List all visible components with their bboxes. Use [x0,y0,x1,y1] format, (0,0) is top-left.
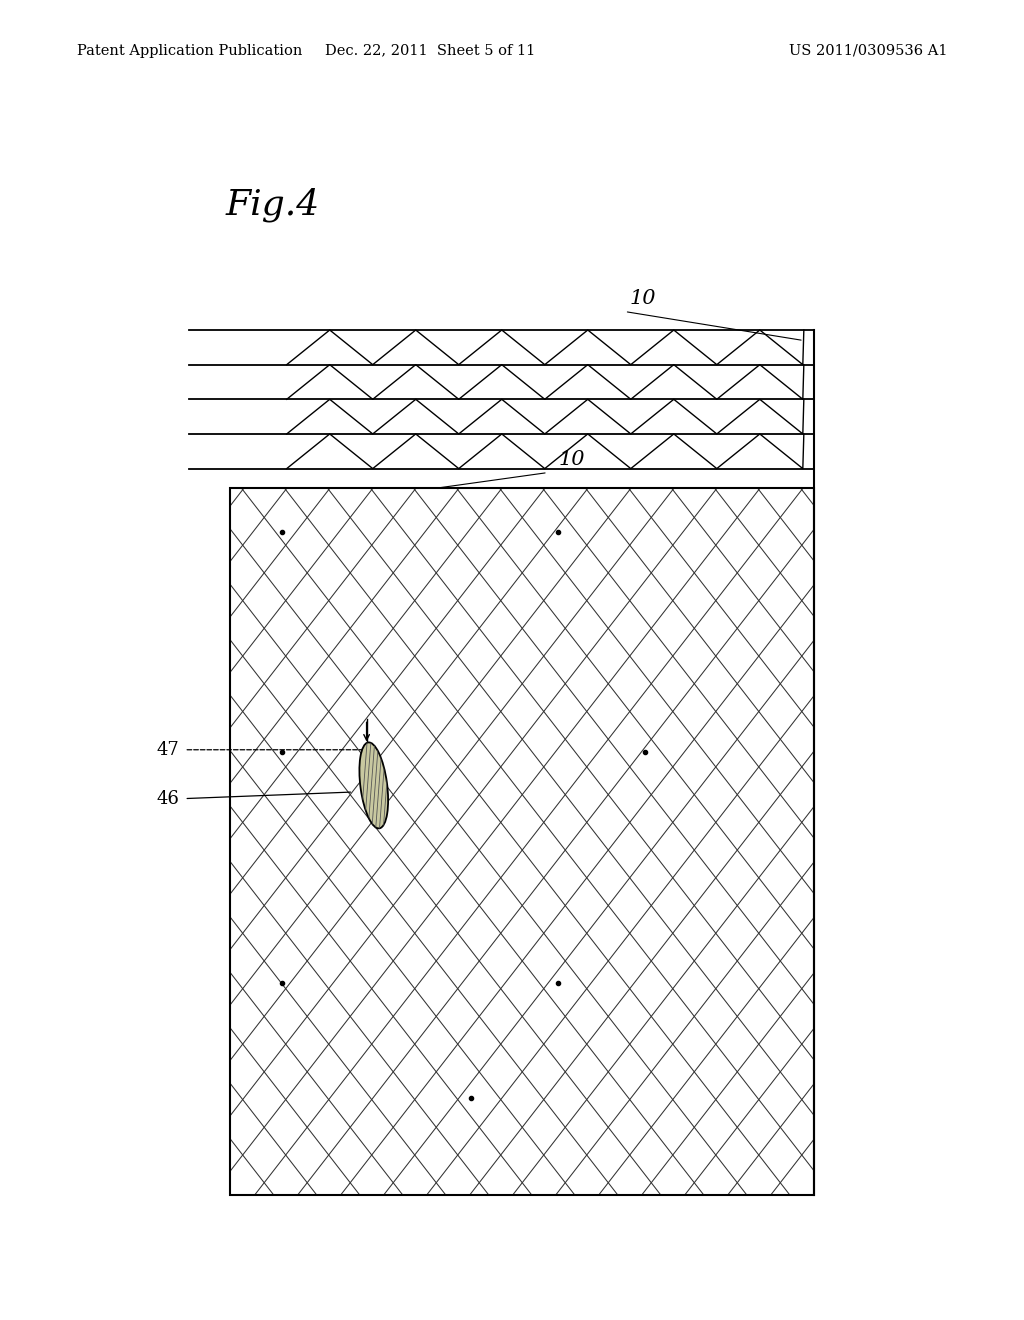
Text: Dec. 22, 2011  Sheet 5 of 11: Dec. 22, 2011 Sheet 5 of 11 [325,44,536,58]
Bar [230,488,814,1195]
Text: 10: 10 [630,289,656,308]
Text: Fig.4: Fig.4 [225,187,319,222]
Bar [230,488,814,1195]
Text: 10: 10 [558,450,585,469]
Ellipse shape [359,742,388,829]
Text: US 2011/0309536 A1: US 2011/0309536 A1 [788,44,947,58]
Text: 46: 46 [157,789,179,808]
Text: 47: 47 [157,741,179,759]
Text: Patent Application Publication: Patent Application Publication [77,44,302,58]
